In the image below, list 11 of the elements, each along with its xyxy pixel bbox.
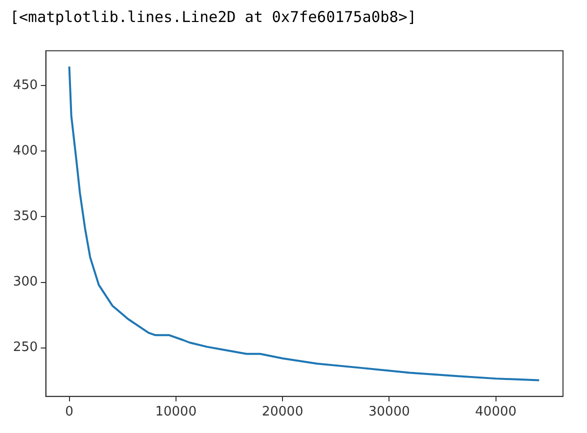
x-tick-label: 0 [65, 404, 74, 420]
y-tick-label: 300 [12, 274, 38, 290]
x-tick-label: 10000 [155, 404, 197, 420]
y-tick-label: 250 [12, 340, 38, 356]
x-tick-label: 20000 [262, 404, 304, 420]
y-tick-label: 450 [12, 78, 38, 93]
x-tick-label: 30000 [368, 404, 410, 420]
x-tick-label: 40000 [475, 404, 516, 420]
y-tick-label: 400 [12, 144, 38, 159]
y-tick-label: 350 [12, 209, 38, 224]
text: [<matplotlib.lines.Line2D at 0x7fe60175a0b8>] [10, 8, 416, 26]
